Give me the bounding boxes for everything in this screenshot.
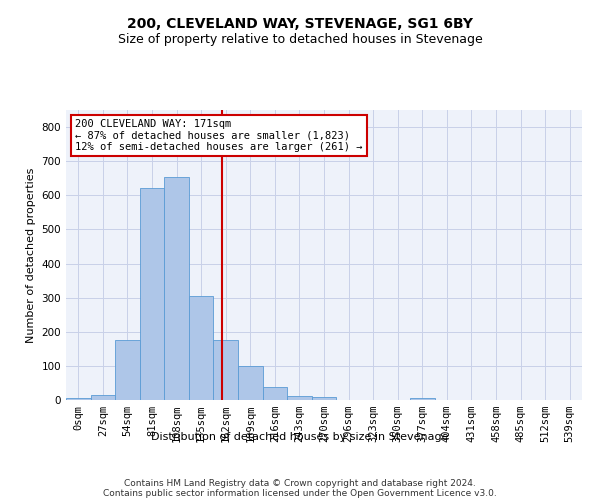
Bar [189, 296, 214, 400]
Bar [66, 398, 91, 400]
Bar [238, 366, 263, 400]
Y-axis label: Number of detached properties: Number of detached properties [26, 168, 36, 342]
Bar [214, 340, 238, 400]
Text: Distribution of detached houses by size in Stevenage: Distribution of detached houses by size … [151, 432, 449, 442]
Bar [91, 395, 115, 400]
Text: Size of property relative to detached houses in Stevenage: Size of property relative to detached ho… [118, 32, 482, 46]
Text: 200, CLEVELAND WAY, STEVENAGE, SG1 6BY: 200, CLEVELAND WAY, STEVENAGE, SG1 6BY [127, 18, 473, 32]
Bar [164, 176, 189, 400]
Bar [312, 396, 336, 400]
Text: Contains public sector information licensed under the Open Government Licence v3: Contains public sector information licen… [103, 488, 497, 498]
Bar [115, 340, 140, 400]
Text: Contains HM Land Registry data © Crown copyright and database right 2024.: Contains HM Land Registry data © Crown c… [124, 478, 476, 488]
Bar [287, 396, 312, 400]
Bar [263, 387, 287, 400]
Bar [140, 188, 164, 400]
Bar [410, 398, 434, 400]
Text: 200 CLEVELAND WAY: 171sqm
← 87% of detached houses are smaller (1,823)
12% of se: 200 CLEVELAND WAY: 171sqm ← 87% of detac… [76, 119, 363, 152]
